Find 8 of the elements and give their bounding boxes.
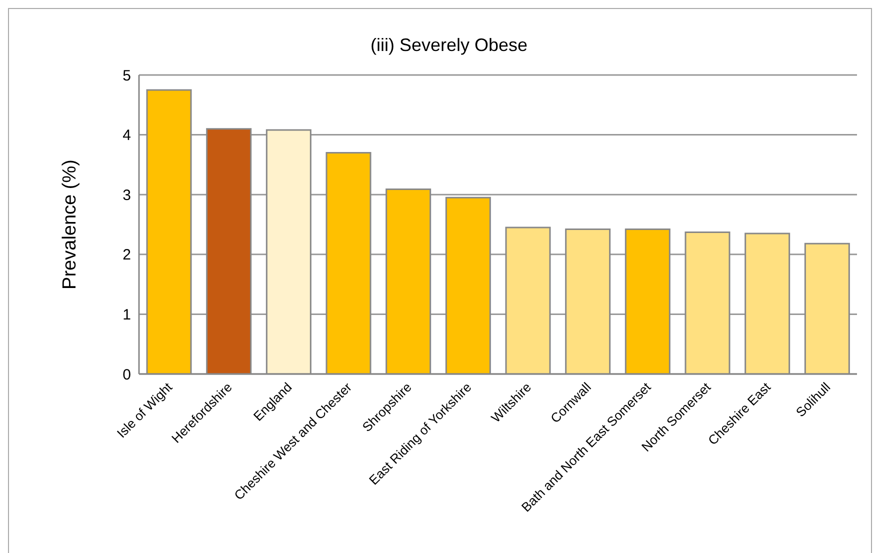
y-tick-label: 1 (122, 306, 131, 324)
y-tick-label: 2 (122, 246, 131, 264)
y-tick-label: 5 (122, 67, 131, 84)
chart-title: (iii) Severely Obese (369, 35, 529, 56)
y-tick-label: 4 (122, 127, 131, 144)
y-tick-label: 3 (122, 186, 131, 204)
y-axis-title: Prevalence (%) (60, 160, 81, 290)
y-tick-label: 0 (122, 366, 131, 384)
